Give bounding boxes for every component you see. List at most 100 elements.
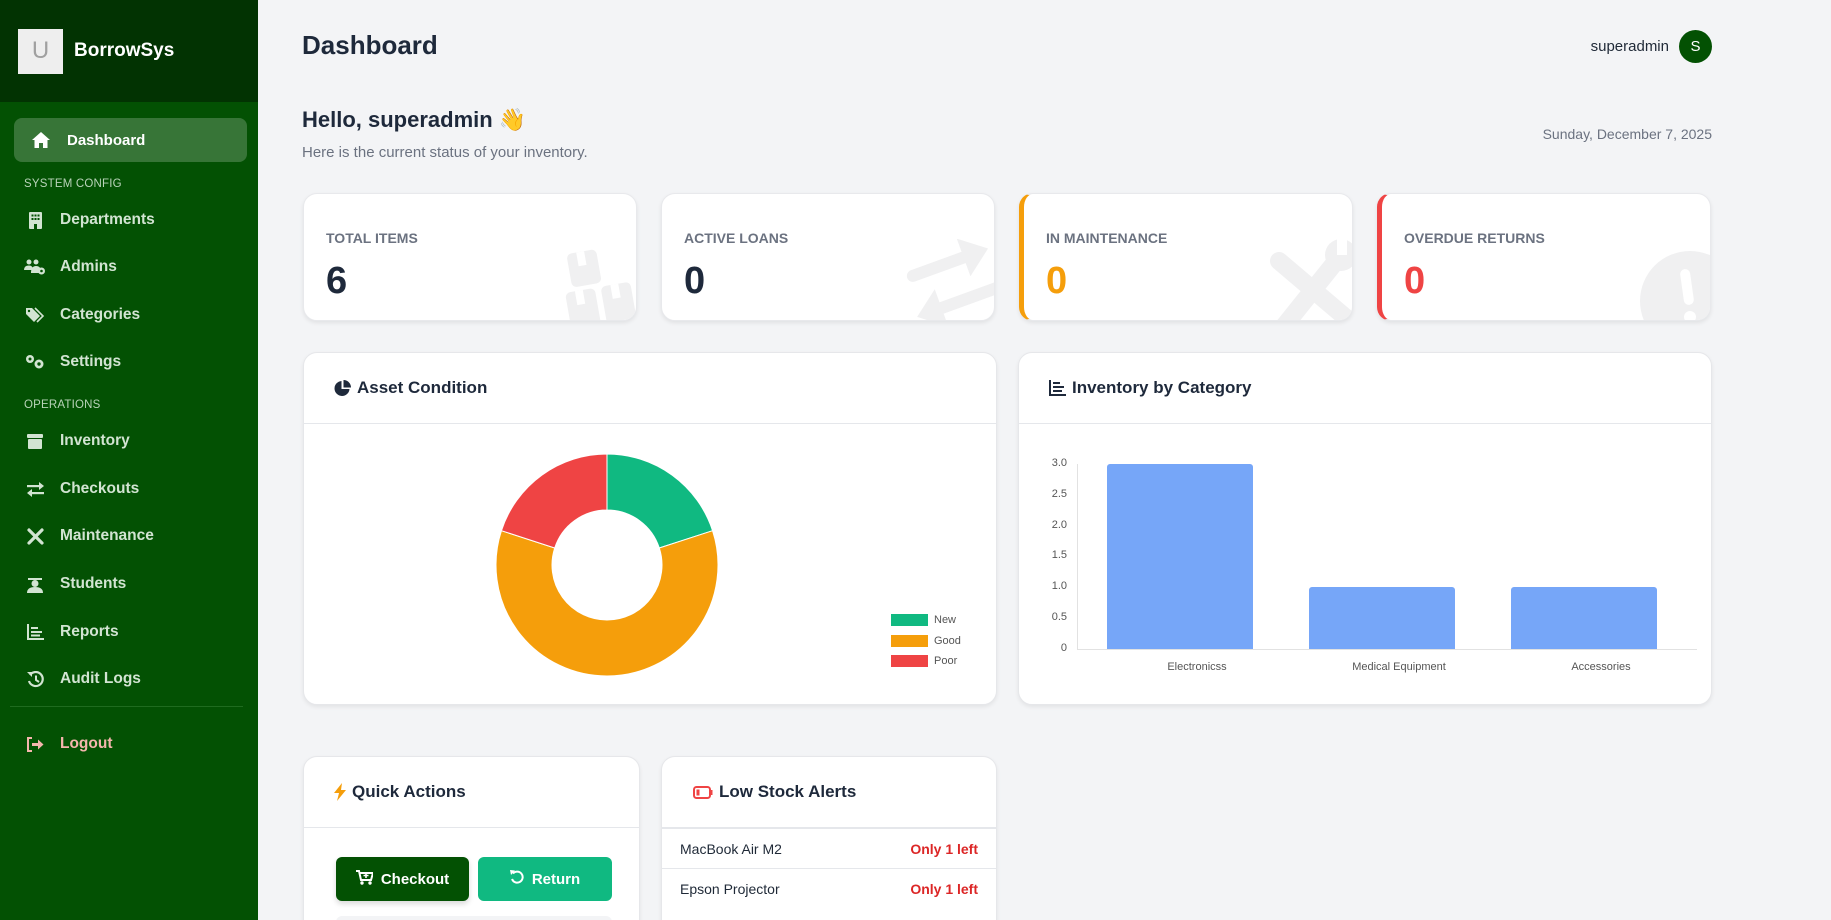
chart-bar-icon [24,624,46,640]
sidebar-item-admins[interactable]: Admins [24,251,244,283]
stat-value: 6 [326,260,348,302]
y-tick: 0 [1060,642,1067,654]
sidebar-item-label: Inventory [60,432,130,449]
stat-label: IN MAINTENANCE [1046,230,1168,246]
y-tick: 0.5 [1051,611,1067,623]
legend-swatch [891,634,928,647]
graduate-icon [24,576,46,593]
page-title: Dashboard [302,30,438,60]
x-tick: Electronicss [1167,661,1227,673]
gears-icon [24,354,46,370]
sidebar: U BorrowSys Dashboard SYSTEM CONFIG Depa… [0,0,258,920]
y-tick: 2.0 [1051,519,1067,531]
button-label: Checkout [380,870,450,888]
sidebar-item-label: Departments [60,211,155,228]
sidebar-divider [10,706,243,707]
bar-chart: 3.0 2.5 2.0 1.5 1.0 0.5 0 Electronicss M… [1019,353,1711,704]
bar-medical-equipment[interactable] [1309,587,1455,649]
doughnut-slice-new[interactable] [606,453,714,549]
cart-plus-icon [355,869,375,889]
legend-item-poor[interactable]: Poor [891,651,961,672]
tools-icon [24,527,46,545]
bar-accessories[interactable] [1511,587,1657,649]
sidebar-item-label: Dashboard [67,131,146,149]
x-tick: Accessories [1571,661,1631,673]
bar-electronicss[interactable] [1107,464,1253,649]
exchange-icon [24,481,46,497]
sidebar-item-inventory[interactable]: Inventory [24,425,244,457]
brand[interactable]: U BorrowSys [0,0,258,102]
user-name: superadmin [1590,38,1669,55]
panel-header: Asset Condition [304,353,996,424]
list-item[interactable]: Epson Projector Only 1 left [662,868,996,908]
legend-label: New [934,614,957,627]
return-button[interactable]: Return [478,857,612,901]
sidebar-item-label: Settings [60,353,122,370]
boxes-icon [554,239,636,320]
chart-legend: New Good Poor [891,610,961,672]
logout-button[interactable]: Logout [24,728,244,760]
sidebar-item-audit-logs[interactable]: Audit Logs [24,663,244,695]
panel-header: Low Stock Alerts [662,757,996,828]
sidebar-item-settings[interactable]: Settings [24,346,244,378]
low-stock-panel: Low Stock Alerts MacBook Air M2 Only 1 l… [661,756,997,920]
panel-title: Quick Actions [352,782,466,801]
legend-label: Good [934,634,961,647]
list-item[interactable]: MacBook Air M2 Only 1 left [662,828,996,868]
bolt-icon [334,783,346,801]
legend-label: Poor [934,655,958,668]
quick-action-placeholder [336,916,612,920]
stat-card-in-maintenance: IN MAINTENANCE 0 [1019,193,1353,321]
avatar[interactable]: S [1679,30,1712,63]
home-icon [31,132,51,148]
stat-card-overdue-returns: OVERDUE RETURNS 0 [1377,193,1711,321]
x-tick: Medical Equipment [1352,661,1446,673]
y-tick: 2.5 [1051,488,1067,500]
sidebar-item-label: Categories [60,306,141,323]
box-icon [24,433,46,449]
y-tick: 1.5 [1051,549,1067,561]
doughnut-slice-good[interactable] [495,530,719,677]
stat-label: TOTAL ITEMS [326,230,418,246]
section-operations: OPERATIONS [24,399,101,411]
sidebar-item-maintenance[interactable]: Maintenance [24,520,244,552]
bar-chart-icon [1049,380,1066,396]
greeting-subtitle: Here is the current status of your inven… [302,144,588,161]
sidebar-item-departments[interactable]: Departments [24,204,244,236]
panel-header: Inventory by Category [1019,353,1711,424]
sidebar-item-categories[interactable]: Categories [24,299,244,331]
brand-name: BorrowSys [74,40,175,61]
brand-logo: U [18,28,63,74]
item-name: Epson Projector [680,880,780,897]
panel-header: Quick Actions [304,757,639,828]
doughnut-slice-poor[interactable] [500,453,608,549]
legend-item-new[interactable]: New [891,610,961,631]
history-icon [24,670,46,688]
stat-value: 0 [684,260,706,302]
quick-actions-panel: Quick Actions Checkout Return [303,756,640,920]
y-tick: 3.0 [1051,457,1067,469]
exchange-icon [902,238,994,320]
sidebar-item-label: Logout [60,735,113,752]
stock-status: Only 1 left [910,840,978,857]
sidebar-item-checkouts[interactable]: Checkouts [24,473,244,505]
sidebar-item-students[interactable]: Students [24,568,244,600]
sidebar-item-dashboard[interactable]: Dashboard [14,118,247,162]
button-label: Return [531,870,581,888]
sidebar-item-reports[interactable]: Reports [24,616,244,648]
doughnut-svg [495,453,719,677]
inventory-by-category-panel: Inventory by Category 3.0 2.5 2.0 1.5 1.… [1018,352,1712,705]
checkout-button[interactable]: Checkout [336,857,469,901]
sidebar-item-label: Admins [60,258,117,275]
user-menu[interactable]: superadmin S [1591,30,1712,63]
current-date: Sunday, December 7, 2025 [1542,126,1712,142]
sidebar-item-label: Checkouts [60,480,140,497]
legend-item-good[interactable]: Good [891,631,961,652]
panel-title: Low Stock Alerts [719,782,857,801]
sidebar-item-label: Audit Logs [60,670,141,687]
pie-chart-icon [334,379,351,397]
legend-swatch [891,614,928,627]
y-axis-line [1077,464,1078,649]
exclamation-circle-icon [1640,251,1710,320]
tags-icon [24,307,46,323]
